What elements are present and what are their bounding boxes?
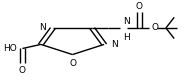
Text: N: N [123,17,130,26]
Text: N: N [111,40,118,49]
Text: O: O [19,66,26,75]
Text: HO: HO [3,44,17,53]
Text: O: O [151,23,158,32]
Text: N: N [39,23,46,32]
Text: O: O [136,2,143,11]
Text: H: H [123,33,130,42]
Text: O: O [69,59,76,68]
